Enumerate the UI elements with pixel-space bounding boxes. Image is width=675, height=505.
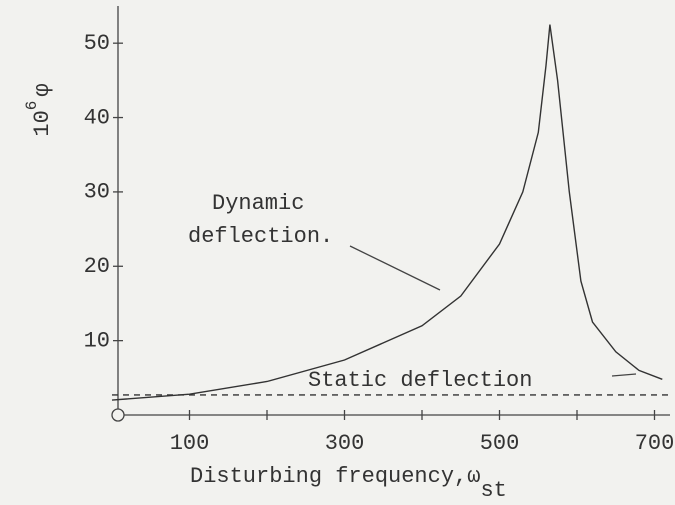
origin [111, 408, 125, 422]
x-axis-label: Disturbing frequency,ωst [190, 464, 507, 503]
leader-line [349, 245, 441, 291]
leader-line [611, 373, 637, 377]
y-tick-label: 40 [84, 105, 110, 130]
y-tick-label: 50 [84, 31, 110, 56]
annotation: Static deflection [308, 368, 532, 393]
y-tick-label: 30 [84, 180, 110, 205]
annotation: Dynamic [212, 191, 304, 216]
data-line [111, 24, 663, 401]
annotation: deflection. [188, 224, 333, 249]
x-tick-label: 300 [325, 431, 365, 456]
y-tick-label: 10 [84, 328, 110, 353]
y-axis-label: 106φ [23, 83, 55, 136]
x-tick-label: 500 [480, 431, 520, 456]
x-tick-label: 100 [170, 431, 210, 456]
y-tick-label: 20 [84, 254, 110, 279]
x-tick-label: 700 [635, 431, 675, 456]
